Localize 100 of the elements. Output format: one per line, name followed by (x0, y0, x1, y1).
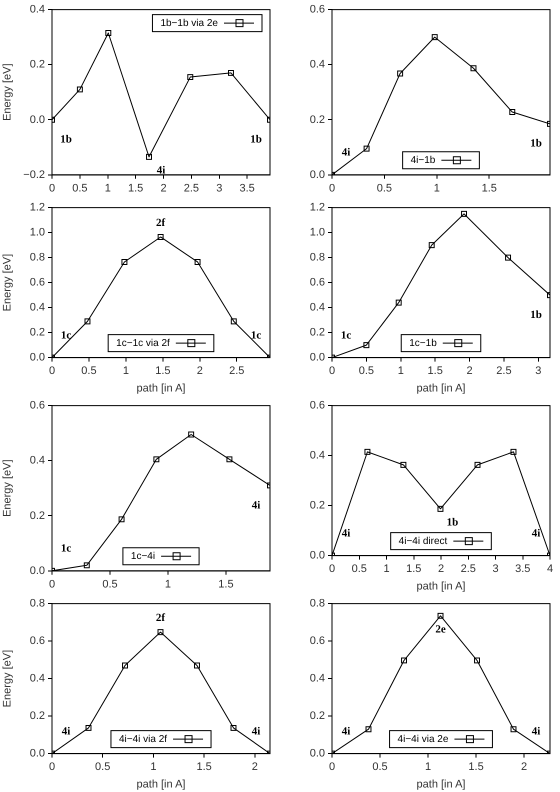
x-tick-label: 0 (328, 182, 336, 194)
x-tick-label: 2.5 (496, 365, 512, 378)
point (122, 662, 128, 668)
y-tick-label: 0.0 (30, 114, 45, 126)
point (397, 70, 404, 76)
point (400, 462, 406, 468)
y-tick-label: 1.2 (310, 202, 325, 214)
x-tick-label: 2.5 (229, 365, 244, 378)
y-tick-label: 0.8 (30, 598, 45, 610)
y-tick-label: 0.6 (310, 635, 325, 648)
x-tick-label: 1.5 (428, 365, 443, 378)
legend-label: 4i−1b (410, 155, 436, 166)
point (474, 462, 480, 468)
y-tick-label: 0.2 (30, 326, 45, 339)
x-tick-label: 2 (252, 761, 258, 774)
annotation: 2e (435, 624, 446, 636)
x-tick-label: 1 (122, 365, 129, 378)
x-tick-label: 1.5 (406, 563, 422, 576)
x-tick-label: 0 (328, 365, 336, 378)
point (396, 300, 402, 306)
y-axis-title: Energy [eV] (2, 650, 14, 708)
y-tick-label: 0.8 (30, 252, 45, 264)
annotation: 4i (532, 725, 540, 738)
annotation: 1b (250, 134, 262, 146)
y-tick-label: 0.8 (310, 252, 325, 264)
y-axis-title: Energy [eV] (2, 459, 14, 517)
annotation: 1b (530, 138, 542, 150)
y-axis-title: Energy [eV] (2, 254, 14, 312)
y-tick-label: 0.8 (310, 598, 325, 610)
y-tick-label: 0.2 (310, 114, 325, 126)
point (105, 30, 112, 36)
x-tick-label: 1 (150, 761, 156, 774)
point (84, 318, 90, 324)
point (118, 516, 125, 522)
y-tick-label: 0.2 (310, 326, 325, 339)
legend-label: 4i−4i via 2f (118, 734, 168, 745)
y-tick-label: 1.0 (30, 226, 45, 239)
point (505, 254, 512, 261)
x-tick-label: 3 (492, 563, 499, 576)
point (363, 342, 370, 348)
annotation: 1c (60, 329, 72, 342)
annotation: 2f (156, 612, 166, 624)
legend-label: 4i−4i direct (398, 536, 448, 547)
y-tick-label: 0.2 (310, 500, 325, 512)
point (364, 146, 370, 152)
y-tick-label: 0.0 (30, 352, 45, 364)
annotation: 1c (250, 329, 262, 342)
x-tick-label: 1 (424, 761, 432, 774)
y-tick-label: 0.0 (30, 748, 45, 760)
point (228, 70, 234, 76)
annotation: 2f (156, 216, 166, 229)
x-tick-label: 4 (546, 563, 554, 576)
x-tick-label: 0.5 (372, 761, 388, 774)
point (510, 448, 516, 455)
x-tick-label: 1.5 (468, 761, 484, 774)
x-tick-label: 0.5 (358, 365, 374, 378)
point (121, 259, 128, 265)
annotation: 4i (62, 725, 70, 738)
x-tick-label: 0 (328, 761, 336, 774)
x-tick-label: 0.5 (352, 563, 367, 576)
annotation: 4i (532, 527, 540, 540)
x-tick-label: 3 (535, 365, 542, 378)
annotation: 4i (252, 499, 260, 512)
x-tick-label: 1 (434, 182, 440, 194)
point (428, 242, 435, 248)
x-tick-label: 2.5 (184, 182, 200, 194)
point (158, 629, 164, 636)
x-tick-label: 0 (328, 563, 336, 576)
y-tick-label: 0.0 (310, 168, 325, 181)
y-tick-label: 0.2 (30, 58, 45, 71)
y-tick-label: 0.0 (30, 564, 45, 577)
x-tick-label: 3.5 (515, 563, 530, 576)
y-tick-label: 0.4 (310, 58, 325, 71)
x-tick-label: 3.5 (239, 182, 255, 194)
point (461, 210, 468, 217)
y-tick-label: 0.6 (310, 4, 325, 16)
point (194, 662, 200, 668)
y-tick-label: 0.4 (30, 454, 45, 467)
point (230, 724, 236, 731)
x-axis-title: path [in A] (136, 778, 186, 790)
x-tick-label: 0 (48, 182, 56, 194)
point (401, 657, 407, 664)
annotation: 1c (340, 329, 352, 342)
point (364, 448, 370, 455)
x-tick-label: 1 (104, 182, 111, 194)
x-axis-title: path [in A] (416, 778, 466, 790)
x-tick-label: 2 (521, 761, 528, 774)
x-tick-label: 0 (48, 578, 56, 590)
point (437, 506, 444, 512)
y-tick-label: 0.4 (310, 672, 325, 685)
y-tick-label: 0.2 (30, 510, 45, 522)
x-tick-label: 1 (398, 365, 404, 378)
y-axis-title: Energy [eV] (2, 63, 14, 121)
y-tick-label: 0.2 (310, 710, 325, 722)
point (146, 154, 152, 160)
x-tick-label: 1.5 (196, 761, 212, 774)
x-tick-label: 0.5 (102, 578, 118, 590)
legend-label: 1c−1b (409, 338, 438, 349)
annotation: 4i (342, 146, 350, 159)
x-tick-label: 2 (196, 365, 203, 378)
